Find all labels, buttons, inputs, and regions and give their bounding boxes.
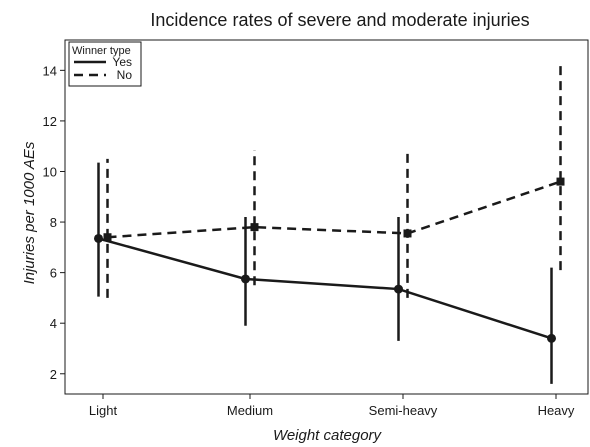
- series-line: [107, 180, 561, 239]
- x-tick-label: Light: [89, 403, 118, 418]
- y-tick-label: 14: [43, 63, 57, 78]
- x-axis-label: Weight category: [273, 427, 383, 444]
- plot-frame: [64, 39, 589, 395]
- y-tick-label: 6: [50, 266, 57, 281]
- legend-title: Winner type: [72, 45, 131, 57]
- y-tick-label: 12: [43, 114, 57, 129]
- data-point: [241, 274, 250, 284]
- data-point: [94, 233, 103, 243]
- data-point: [103, 233, 112, 242]
- chart-series: [94, 64, 565, 384]
- y-axis-label: Injuries per 1000 AEs: [21, 141, 38, 284]
- x-tick-label: Semi-heavy: [369, 403, 438, 418]
- x-tick-label: Heavy: [538, 403, 575, 418]
- legend-label-yes: Yes: [112, 55, 132, 69]
- data-point: [394, 284, 403, 294]
- data-point: [547, 333, 556, 343]
- chart-axes: 2 4 6 8 10 12 14 Light Medium Semi-heavy Heavy: [43, 39, 589, 418]
- data-point: [403, 229, 412, 238]
- series-no: [103, 64, 565, 298]
- data-point: [556, 177, 565, 186]
- legend-box: [68, 41, 142, 87]
- series-line: [98, 237, 552, 340]
- series-yes: [94, 162, 556, 384]
- x-tick-label: Medium: [227, 403, 273, 418]
- chart-title: Incidence rates of severe and moderate i…: [150, 10, 530, 30]
- y-tick-label: 4: [50, 316, 57, 331]
- y-tick-label: 2: [50, 367, 57, 382]
- y-tick-label: 10: [43, 164, 57, 179]
- data-point: [250, 223, 259, 232]
- y-tick-label: 8: [50, 215, 57, 230]
- legend-label-no: No: [117, 68, 133, 82]
